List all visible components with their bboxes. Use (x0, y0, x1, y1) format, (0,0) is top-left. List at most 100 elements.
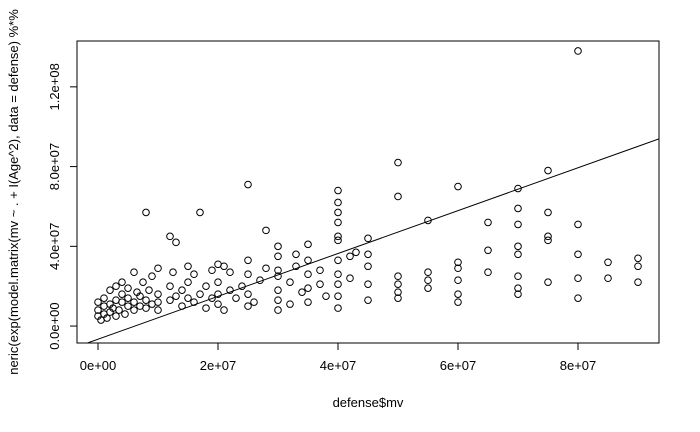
point (346, 252, 354, 261)
point (274, 306, 282, 314)
point (214, 300, 222, 308)
point (214, 290, 222, 298)
point (274, 266, 282, 275)
point (334, 186, 342, 195)
point (604, 274, 612, 283)
point (304, 256, 312, 265)
point (316, 280, 324, 288)
point (121, 310, 129, 318)
point (454, 264, 462, 273)
point (364, 296, 372, 304)
point (232, 294, 240, 302)
point (202, 304, 210, 312)
point (334, 198, 342, 207)
point (298, 288, 306, 296)
point (172, 238, 180, 247)
point (139, 278, 147, 287)
point (124, 284, 132, 292)
point (394, 294, 402, 302)
point (352, 248, 360, 257)
y-tick-label: 8.0e+07 (47, 143, 62, 190)
point (286, 300, 294, 308)
point (142, 208, 150, 217)
point (304, 270, 312, 279)
point (214, 278, 222, 287)
point (124, 294, 132, 302)
point (226, 268, 234, 277)
point (364, 280, 372, 288)
point (154, 290, 162, 298)
point (364, 262, 372, 271)
point (112, 312, 120, 320)
point (184, 294, 192, 302)
point (220, 306, 228, 314)
point (604, 258, 612, 267)
point (514, 290, 522, 298)
y-tick-label: 1.2e+08 (47, 63, 62, 110)
point (262, 264, 270, 273)
point (304, 240, 312, 249)
x-tick-label: 2e+07 (200, 358, 237, 373)
point (112, 282, 120, 290)
point (544, 278, 552, 287)
plot-box (76, 40, 660, 344)
regression-line (85, 138, 659, 343)
point (634, 254, 642, 263)
point (454, 290, 462, 298)
point (145, 286, 153, 294)
point (514, 272, 522, 281)
point (118, 290, 126, 298)
point (454, 182, 462, 191)
point (574, 294, 582, 302)
point (166, 296, 174, 304)
point (514, 204, 522, 213)
point (574, 250, 582, 259)
point (424, 276, 432, 285)
point (208, 266, 216, 275)
point (106, 286, 114, 294)
point (244, 180, 252, 189)
point (220, 262, 228, 271)
y-tick-label: 0.0e+00 (47, 302, 62, 349)
point (514, 284, 522, 292)
point (334, 256, 342, 265)
point (334, 304, 342, 312)
point (544, 236, 552, 245)
point (118, 298, 126, 306)
point (424, 284, 432, 292)
x-tick-label: 8e+07 (560, 358, 597, 373)
point (154, 298, 162, 306)
point (262, 226, 270, 235)
point (334, 218, 342, 227)
point (226, 286, 234, 294)
point (454, 298, 462, 306)
point (202, 282, 210, 290)
point (103, 314, 111, 322)
x-tick-label: 4e+07 (320, 358, 357, 373)
point (274, 242, 282, 251)
point (316, 266, 324, 275)
point (334, 270, 342, 279)
point (250, 298, 258, 306)
point (292, 250, 300, 259)
point (148, 272, 156, 281)
x-tick-label: 6e+07 (440, 358, 477, 373)
point (244, 256, 252, 265)
point (196, 290, 204, 298)
point (154, 306, 162, 314)
point (394, 288, 402, 296)
point (100, 294, 108, 302)
point (142, 304, 150, 312)
point (424, 268, 432, 277)
point (274, 286, 282, 294)
point (115, 306, 123, 314)
point (130, 306, 138, 314)
point (118, 278, 126, 287)
point (544, 166, 552, 175)
point (634, 262, 642, 271)
point (274, 296, 282, 304)
point (274, 252, 282, 261)
point (334, 208, 342, 217)
point (142, 296, 150, 304)
point (190, 270, 198, 279)
